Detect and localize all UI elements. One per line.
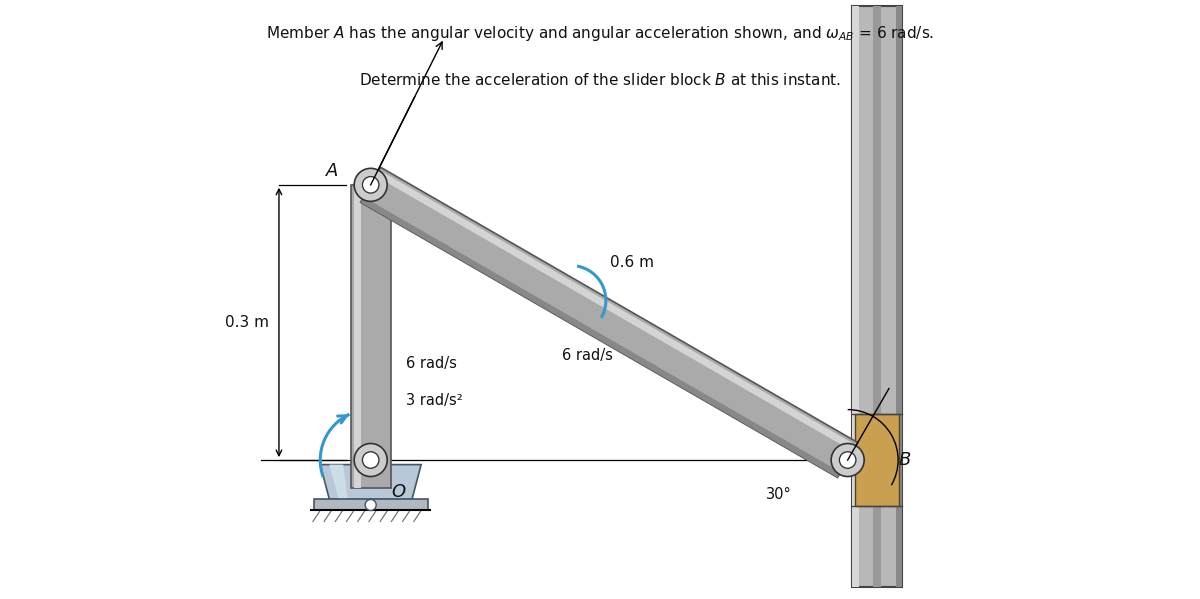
Circle shape (362, 177, 379, 193)
Text: 0.6 m: 0.6 m (610, 255, 654, 270)
Polygon shape (360, 167, 858, 477)
Polygon shape (354, 185, 360, 488)
Circle shape (832, 443, 864, 477)
Bar (314, 500, 427, 510)
Bar (874, 6, 881, 586)
Bar (852, 6, 859, 586)
Bar (854, 414, 900, 506)
Text: 6 rad/s: 6 rad/s (406, 356, 456, 371)
Text: 6 rad/s: 6 rad/s (562, 348, 613, 363)
Polygon shape (320, 465, 421, 500)
Text: 30°: 30° (766, 488, 792, 503)
Text: 0.3 m: 0.3 m (224, 315, 269, 330)
Polygon shape (360, 197, 841, 477)
Text: Member $A$ has the angular velocity and angular acceleration shown, and $\omega_: Member $A$ has the angular velocity and … (266, 24, 934, 43)
Text: Determine the acceleration of the slider block $B$ at this instant.: Determine the acceleration of the slider… (359, 72, 841, 88)
Circle shape (840, 452, 856, 468)
Circle shape (354, 168, 388, 201)
Circle shape (365, 500, 376, 510)
Polygon shape (330, 465, 348, 500)
Circle shape (354, 443, 388, 477)
Text: 3 rad/s²: 3 rad/s² (406, 393, 462, 408)
Polygon shape (350, 185, 391, 488)
Polygon shape (376, 170, 857, 451)
Text: $A$: $A$ (324, 162, 338, 180)
Bar (852, 6, 902, 586)
Circle shape (362, 452, 379, 468)
Text: $O$: $O$ (391, 483, 407, 501)
Bar (896, 6, 902, 586)
Text: $B$: $B$ (898, 451, 911, 469)
